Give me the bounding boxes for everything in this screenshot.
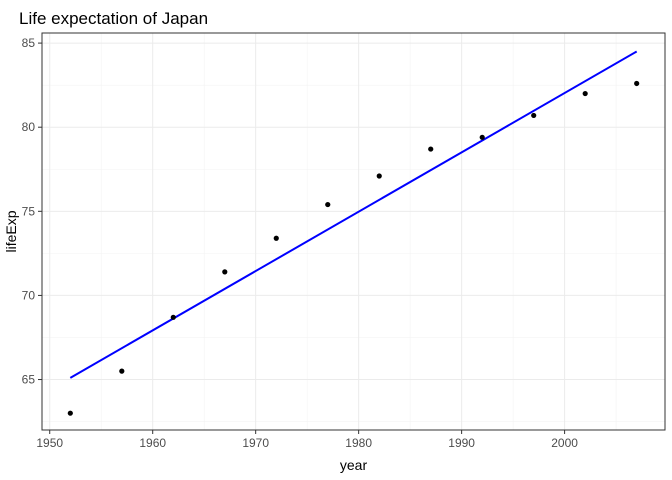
- x-tick-label: 1990: [448, 436, 475, 450]
- y-tick-label: 65: [22, 373, 36, 387]
- y-axis-title: lifeExp: [3, 210, 19, 252]
- x-axis-title: year: [340, 457, 368, 473]
- data-point: [67, 410, 73, 416]
- x-tick-label: 1970: [242, 436, 269, 450]
- data-point: [634, 80, 640, 87]
- x-tick-label: 1980: [345, 436, 372, 450]
- y-axis: 65 70 75 80 85: [22, 36, 42, 387]
- x-axis: 1950 1960 1970 1980 1990 2000: [36, 430, 578, 450]
- grid: [42, 33, 665, 430]
- x-tick-label: 1950: [36, 436, 63, 450]
- fit-line-group: [69, 50, 638, 379]
- data-point: [479, 134, 485, 140]
- data-point: [376, 173, 382, 179]
- data-point: [531, 112, 537, 119]
- panel-border: [41, 32, 666, 431]
- x-tick-label: 2000: [551, 436, 578, 450]
- fit-line: [69, 50, 638, 379]
- data-point: [428, 146, 434, 152]
- data-point: [582, 90, 588, 97]
- y-tick-label: 75: [22, 204, 36, 218]
- data-points: [67, 80, 640, 416]
- data-point: [273, 235, 279, 241]
- data-point: [222, 269, 228, 275]
- y-tick-label: 80: [22, 120, 36, 134]
- x-tick-label: 1960: [139, 436, 166, 450]
- data-point: [119, 368, 125, 374]
- chart-title: Life expectation of Japan: [19, 9, 208, 28]
- data-point: [170, 314, 176, 320]
- y-tick-label: 70: [22, 288, 36, 302]
- data-point: [325, 201, 331, 208]
- y-tick-label: 85: [22, 36, 36, 50]
